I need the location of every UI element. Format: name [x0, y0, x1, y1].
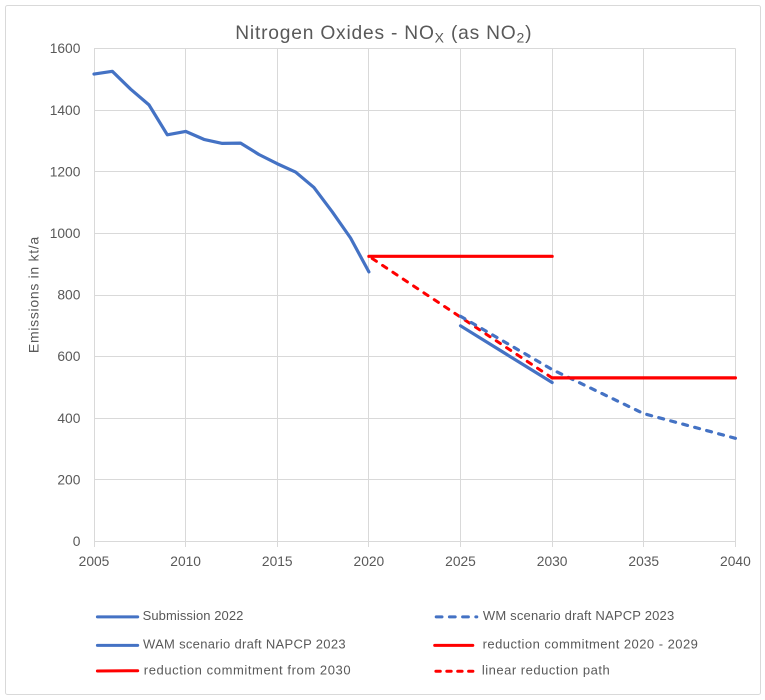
- svg-text:0: 0: [73, 534, 81, 549]
- svg-text:reduction commitment from 2030: reduction commitment from 2030: [144, 662, 351, 677]
- svg-text:1600: 1600: [50, 41, 81, 56]
- svg-text:reduction commitment 2020 - 20: reduction commitment 2020 - 2029: [483, 637, 698, 652]
- svg-text:800: 800: [57, 288, 80, 303]
- svg-text:Emissions in kt/a: Emissions in kt/a: [26, 236, 42, 353]
- svg-text:2005: 2005: [79, 554, 110, 569]
- svg-text:1200: 1200: [50, 164, 81, 179]
- svg-text:2025: 2025: [445, 554, 476, 569]
- svg-text:2040: 2040: [720, 554, 751, 569]
- svg-text:600: 600: [57, 349, 80, 364]
- svg-text:2010: 2010: [170, 554, 201, 569]
- svg-text:linear reduction path: linear reduction path: [482, 662, 610, 677]
- svg-text:1000: 1000: [50, 226, 81, 241]
- svg-text:Nitrogen Oxides - NOX (as NO2): Nitrogen Oxides - NOX (as NO2): [235, 23, 532, 45]
- svg-text:WAM scenario draft NAPCP 2023: WAM scenario draft NAPCP 2023: [143, 637, 346, 652]
- svg-text:Submission 2022: Submission 2022: [143, 608, 244, 623]
- svg-text:200: 200: [57, 473, 80, 488]
- svg-text:2030: 2030: [537, 554, 568, 569]
- svg-text:2035: 2035: [628, 554, 659, 569]
- svg-text:WM scenario draft NAPCP 2023: WM scenario draft NAPCP 2023: [483, 608, 675, 623]
- svg-text:2020: 2020: [354, 554, 385, 569]
- svg-text:2015: 2015: [262, 554, 293, 569]
- svg-text:1400: 1400: [50, 103, 81, 118]
- svg-text:400: 400: [57, 411, 80, 426]
